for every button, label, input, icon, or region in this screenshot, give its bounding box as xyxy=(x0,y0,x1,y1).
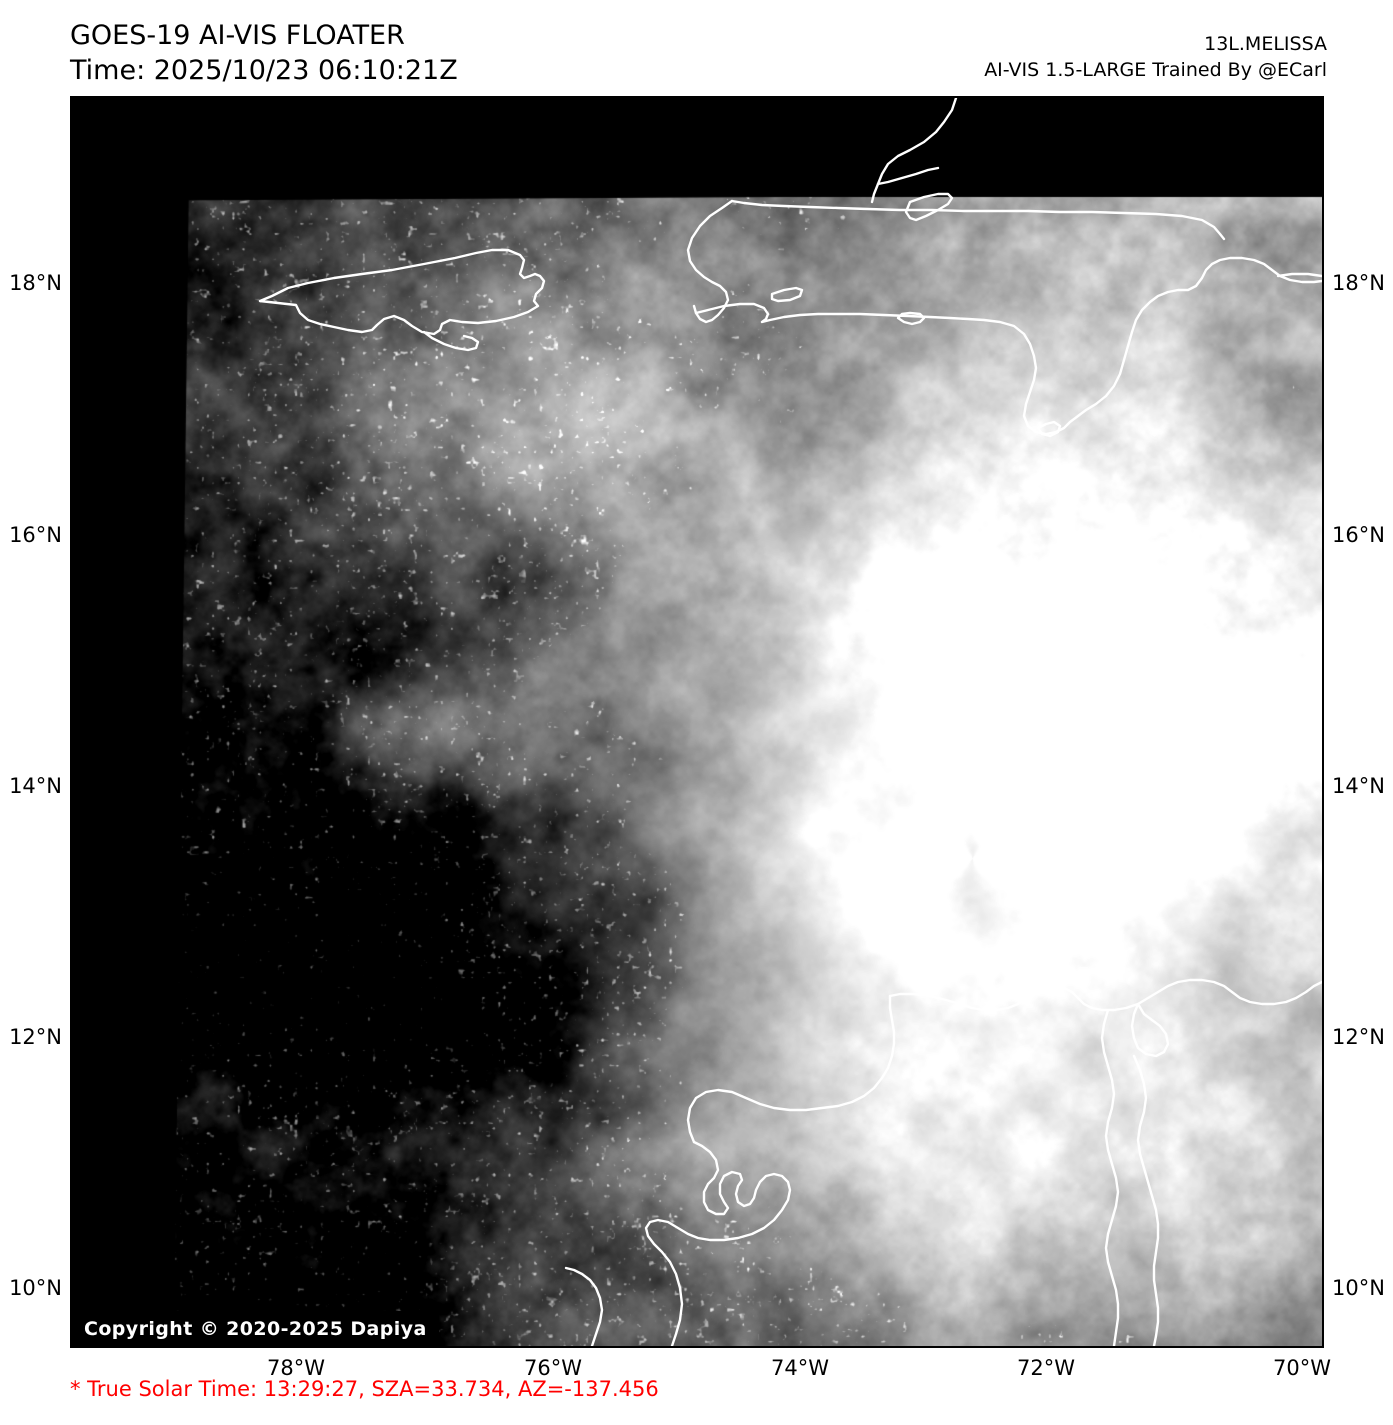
y-axis-tick-label-right: 18°N xyxy=(1332,271,1385,295)
x-axis-tick-label: 72°W xyxy=(1017,1356,1075,1380)
storm-id-label: 13L.MELISSA xyxy=(1204,33,1327,55)
y-axis-tick-label-left: 18°N xyxy=(9,271,62,295)
y-axis-tick-label-left: 14°N xyxy=(9,774,62,798)
header-left-block: GOES-19 AI-VIS FLOATER Time: 2025/10/23 … xyxy=(70,18,458,88)
x-axis-tick-label: 70°W xyxy=(1273,1356,1331,1380)
timestamp-label: Time: 2025/10/23 06:10:21Z xyxy=(70,55,458,87)
y-axis-tick-label-right: 10°N xyxy=(1332,1276,1385,1300)
satellite-image-panel[interactable]: Copyright © 2020-2025 Dapiya xyxy=(70,96,1324,1348)
page-title: GOES-19 AI-VIS FLOATER xyxy=(70,20,405,51)
copyright-watermark: Copyright © 2020-2025 Dapiya xyxy=(72,1311,439,1346)
y-axis-tick-label-right: 12°N xyxy=(1332,1025,1385,1049)
y-axis-tick-label-left: 16°N xyxy=(9,523,62,547)
y-axis-tick-label-left: 12°N xyxy=(9,1025,62,1049)
y-axis-tick-label-right: 16°N xyxy=(1332,523,1385,547)
model-credit-label: AI-VIS 1.5-LARGE Trained By @ECarl xyxy=(984,58,1327,81)
y-axis-tick-label-right: 14°N xyxy=(1332,774,1385,798)
x-axis-tick-label: 78°W xyxy=(267,1356,325,1380)
x-axis-tick-label: 74°W xyxy=(771,1356,829,1380)
satellite-imagery-canvas xyxy=(72,98,1322,1346)
x-axis-tick-label: 76°W xyxy=(524,1356,582,1380)
y-axis-tick-label-left: 10°N xyxy=(9,1276,62,1300)
header-right-block: 13L.MELISSA AI-VIS 1.5-LARGE Trained By … xyxy=(984,32,1327,83)
solar-geometry-note: * True Solar Time: 13:29:27, SZA=33.734,… xyxy=(70,1377,659,1401)
